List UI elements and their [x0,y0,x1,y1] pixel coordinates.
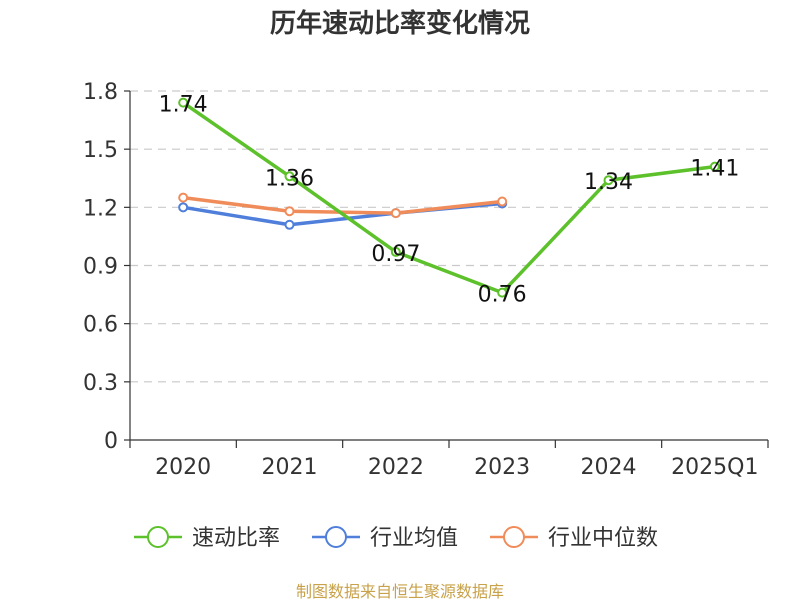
data-point [497,287,508,298]
data-point [603,175,614,186]
legend-label: 行业中位数 [548,526,658,551]
chart-title: 历年速动比率变化情况 [270,8,530,39]
data-label: 0.76 [478,283,527,308]
grid-lines [130,90,768,383]
series-line-0 [182,101,716,295]
x-tick-label: 2023 [474,455,530,480]
data-point [284,219,295,230]
x-tick-label: 2024 [581,455,637,480]
data-labels: 1.74 1.36 0.97 0.76 1.34 1.41 [159,93,740,308]
y-tick-label: 0.6 [83,313,118,338]
source-note: 制图数据来自恒生聚源数据库 [296,582,504,600]
y-tick-label: 1.2 [83,196,118,221]
y-tick-label: 0 [104,429,118,454]
series-line-2 [182,195,503,215]
data-label: 1.74 [159,93,208,118]
y-tick-label: 1.5 [83,138,118,163]
data-point [284,206,295,217]
data-point [178,202,189,213]
y-tick-label: 0.3 [83,371,118,396]
data-label: 1.34 [584,170,633,195]
legend-label: 速动比率 [192,526,280,551]
legend-marker [325,526,347,548]
data-point [284,171,295,182]
data-point [497,196,508,207]
x-tick-label: 2022 [368,455,424,480]
legend-marker [503,526,525,548]
axes: 0 0.3 0.6 0.9 1.2 1.5 1.8 2020 2021 2022 2023 2024 2… [83,80,769,480]
data-point [390,208,401,219]
legend-marker [147,526,169,548]
legend: 速动比率 行业均值 行业中位数 [134,526,658,551]
series-layer [178,97,720,298]
data-point [178,192,189,203]
y-tick-label: 1.8 [83,80,118,105]
data-point [178,97,189,108]
y-tick-label: 0.9 [83,255,118,280]
x-tick-label: 2021 [262,455,318,480]
x-tick-label: 2025Q1 [671,455,758,480]
x-tick-label: 2020 [155,455,211,480]
data-point [390,246,401,257]
legend-label: 行业均值 [370,526,458,551]
data-label: 1.36 [265,166,314,191]
data-label: 0.97 [371,242,420,267]
data-point [709,161,720,172]
data-label: 1.41 [690,157,739,182]
